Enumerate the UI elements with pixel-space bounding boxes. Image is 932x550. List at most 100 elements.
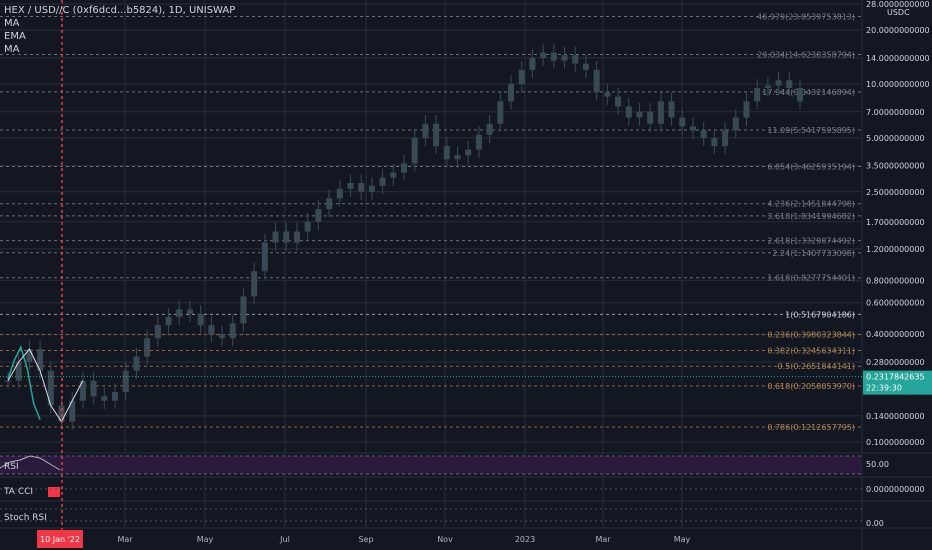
candle-body[interactable] [454,155,461,160]
candle-body[interactable] [293,231,300,243]
fib-level-label: 0.5(0.2651844141) [778,362,856,371]
fib-level-label: 2.618(1.3329874492) [767,237,855,246]
candle-body[interactable] [497,101,504,124]
current-price-badge[interactable] [863,370,932,395]
candle-body[interactable] [775,80,782,86]
indicator-ma-1[interactable]: MA [4,18,20,29]
candle-body[interactable] [401,163,407,173]
candle-body[interactable] [625,106,632,118]
candle-body[interactable] [550,52,557,61]
candle-body[interactable] [486,123,493,135]
candle-body[interactable] [508,84,515,102]
candle-body[interactable] [764,85,771,89]
candle-body[interactable] [358,182,365,192]
candle-body[interactable] [197,313,204,326]
candle-body[interactable] [283,231,290,243]
candle-body[interactable] [5,380,11,382]
candle-body[interactable] [411,137,418,164]
candle-body[interactable] [529,57,536,70]
y-tick-label: 3.5000000000 [866,162,925,171]
candle-body[interactable] [518,69,525,85]
candle-body[interactable] [69,400,76,422]
candle-body[interactable] [475,134,482,150]
candle-body[interactable] [261,242,268,272]
candle-body[interactable] [90,380,97,397]
candle-body[interactable] [433,123,440,147]
candle-body[interactable] [186,309,193,314]
candle-body[interactable] [326,198,333,210]
indicator-ma-2[interactable]: MA [4,44,20,55]
candle-body[interactable] [240,296,247,324]
candle-body[interactable] [668,101,675,118]
candle-body[interactable] [15,361,22,381]
candle-body[interactable] [465,149,472,156]
candle-body[interactable] [679,117,686,127]
candle-body[interactable] [379,177,386,186]
y-tick-label: 0.6000000000 [866,299,925,308]
price-axis[interactable] [862,0,932,550]
candle-body[interactable] [37,349,44,371]
x-tick-label: Jul [279,535,290,544]
candle-body[interactable] [79,380,86,401]
currency-label: USDC [887,8,910,17]
candle-body[interactable] [272,231,279,243]
candle-body[interactable] [347,182,354,189]
candle-body[interactable] [133,356,140,371]
ema-line [7,348,84,423]
candle-body[interactable] [304,221,311,232]
indicator-ema[interactable]: EMA [4,31,26,42]
candle-body[interactable] [390,172,397,178]
candle-body[interactable] [368,185,375,192]
candle-body[interactable] [315,209,322,222]
candle-body[interactable] [176,309,183,317]
stoch-tick: 0.00 [866,519,884,528]
candle-body[interactable] [422,123,429,138]
candle-body[interactable] [26,349,33,362]
rsi-tick: 50.00 [866,460,889,469]
candle-body[interactable] [754,88,761,102]
candle-body[interactable] [101,396,108,401]
crosshair-date-label: 10 Jan '22 [40,535,80,544]
stoch-pane-label: Stoch RSI [4,513,47,523]
fib-level-label: 4.236(2.1451844798) [767,200,855,209]
candle-body[interactable] [572,55,579,64]
candle-body[interactable] [647,111,654,124]
candle-body[interactable] [443,146,450,160]
candle-body[interactable] [336,188,343,199]
candle-body[interactable] [582,63,589,70]
candle-body[interactable] [58,405,65,422]
candle-body[interactable] [732,117,739,131]
candle-body[interactable] [219,334,226,339]
candle-body[interactable] [154,325,161,339]
candle-body[interactable] [689,126,696,131]
symbol-title[interactable]: HEX / USD//C (0xf6dcd...b5824), 1D, UNIS… [4,5,236,16]
candle-body[interactable] [112,392,119,401]
candle-body[interactable] [144,338,151,357]
y-tick-label: 20.0000000000 [866,26,930,35]
candle-body[interactable] [786,80,793,89]
candle-body[interactable] [711,137,718,147]
candle-body[interactable] [722,130,729,147]
candle-body[interactable] [47,370,54,406]
candle-body[interactable] [540,52,547,58]
candle-body[interactable] [561,55,568,61]
candle-body[interactable] [251,271,258,297]
candle-body[interactable] [636,111,643,118]
candle-body[interactable] [797,88,803,102]
candle-body[interactable] [615,96,622,107]
candle-body[interactable] [700,130,707,138]
x-tick-label: Mar [595,535,611,544]
candle-body[interactable] [208,325,215,335]
candle-body[interactable] [165,316,172,326]
candle-body[interactable] [122,370,129,393]
x-tick-label: Nov [437,535,453,544]
x-tick-label: Mar [117,535,133,544]
y-tick-label: 2.5000000000 [866,188,925,197]
candle-body[interactable] [657,101,664,124]
candle-body[interactable] [593,69,600,93]
candle-body[interactable] [743,101,750,118]
candle-body[interactable] [604,92,611,97]
candle-body[interactable] [229,323,236,339]
